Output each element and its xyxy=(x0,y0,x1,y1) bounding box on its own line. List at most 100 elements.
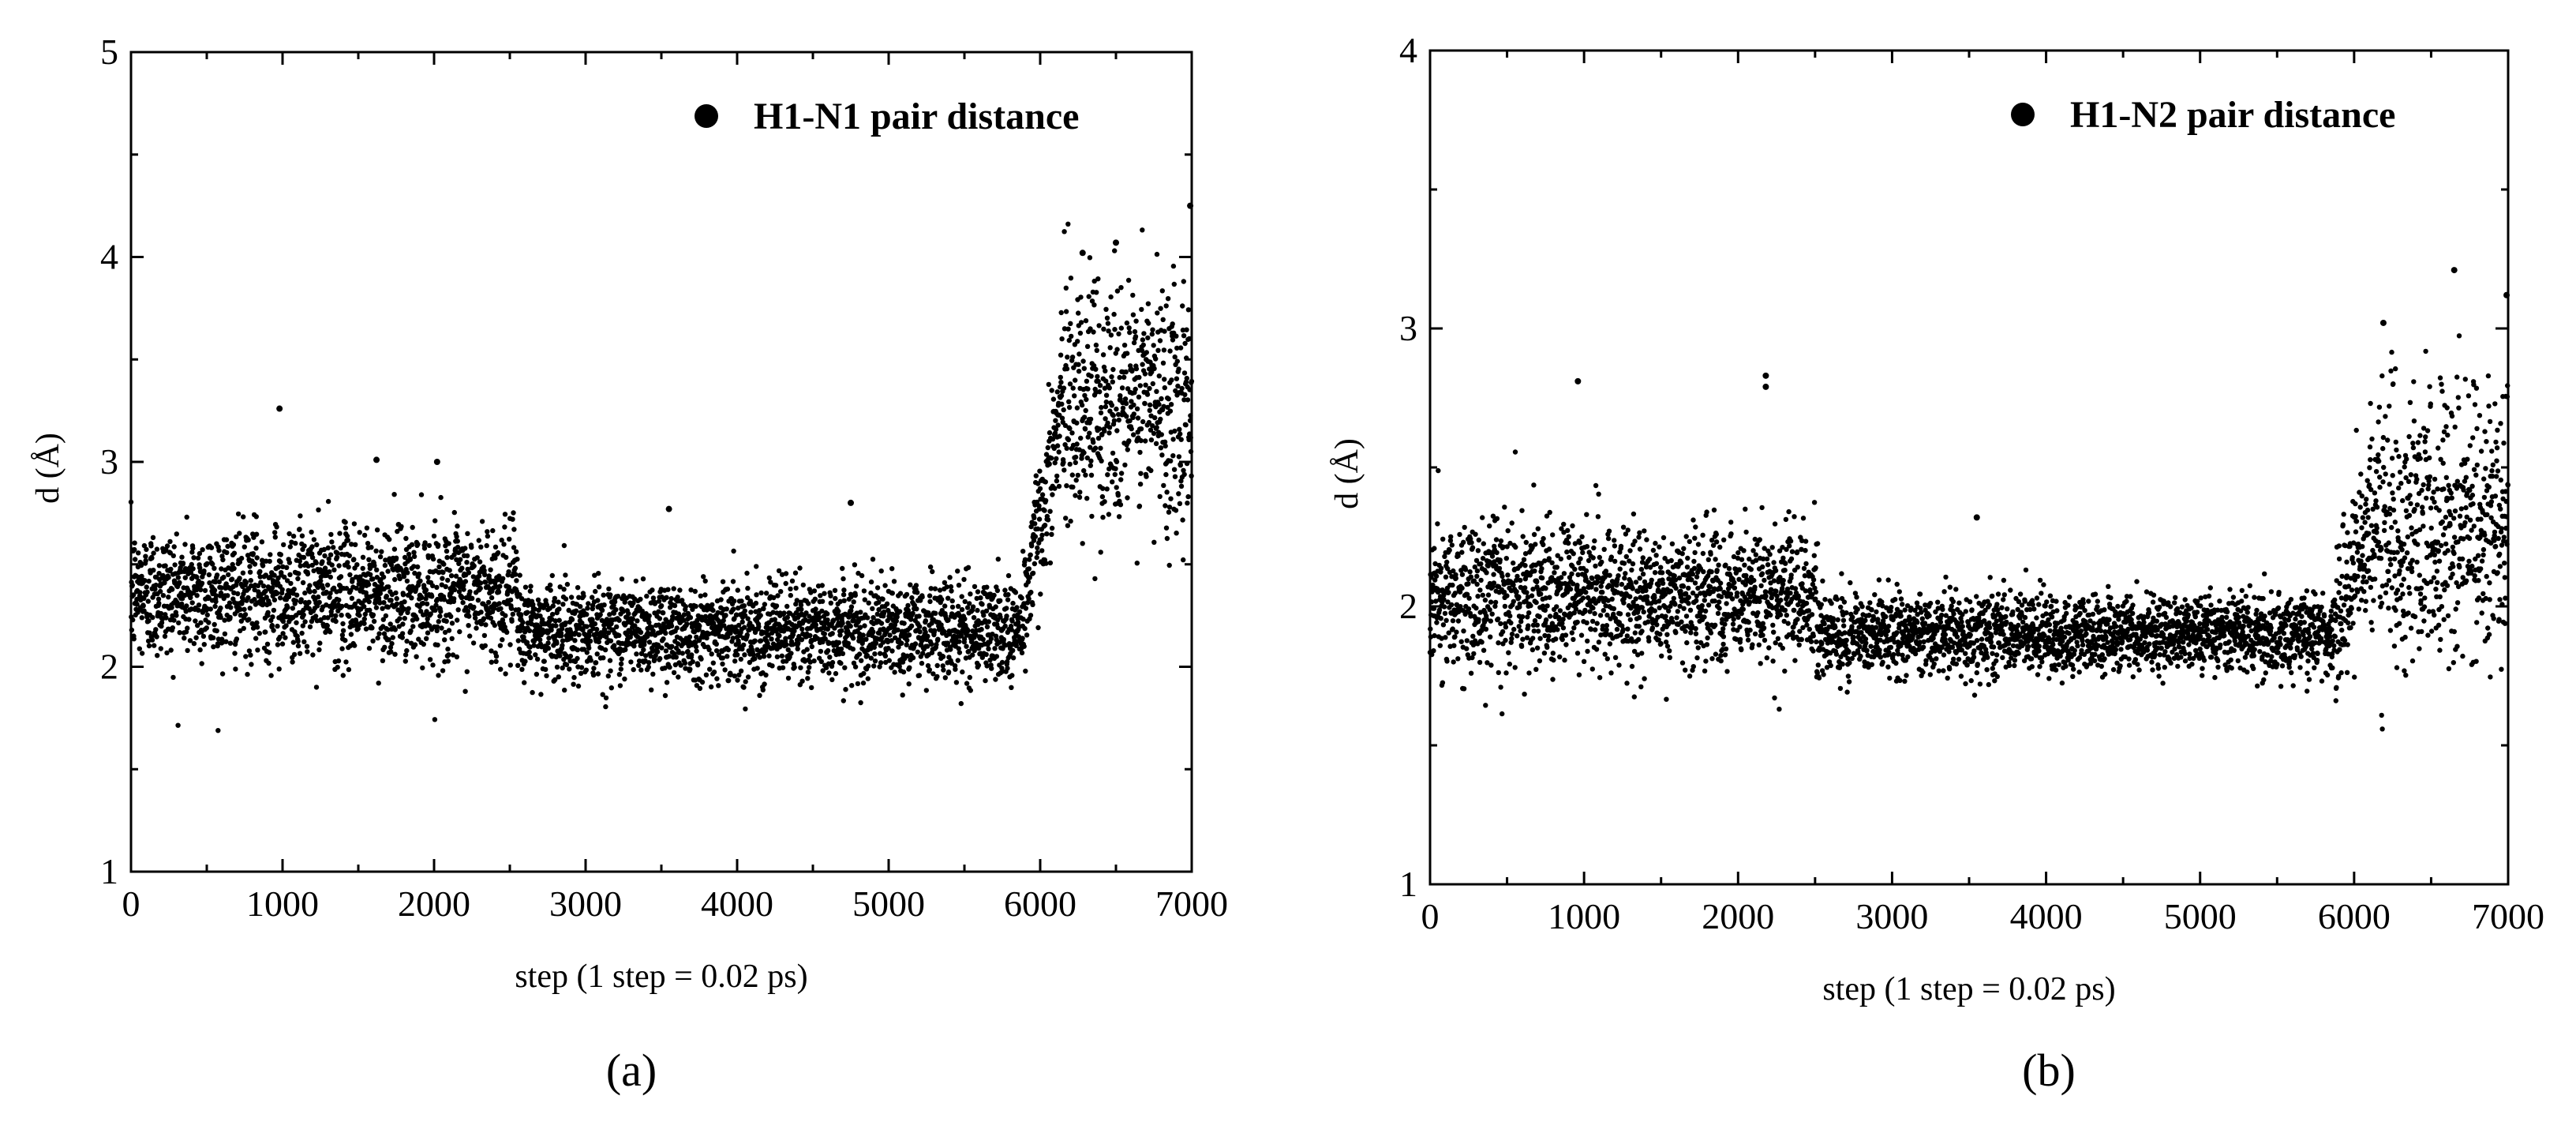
data-point xyxy=(718,597,724,602)
data-point xyxy=(1462,567,1469,572)
data-point xyxy=(175,575,182,580)
data-point xyxy=(549,611,556,617)
data-point xyxy=(1110,479,1115,485)
data-point xyxy=(385,604,391,610)
data-point xyxy=(333,618,339,625)
data-point xyxy=(187,638,193,643)
data-point xyxy=(623,647,628,652)
data-point xyxy=(477,559,483,565)
data-point xyxy=(1073,460,1079,466)
data-point xyxy=(1039,492,1046,497)
data-point xyxy=(851,660,857,666)
data-point xyxy=(432,717,438,722)
data-point xyxy=(870,606,875,612)
data-point xyxy=(1530,636,1536,641)
data-point xyxy=(840,651,846,656)
data-point xyxy=(916,673,923,678)
data-point xyxy=(298,563,303,568)
data-point xyxy=(1099,432,1105,437)
data-point xyxy=(1122,462,1128,468)
data-point xyxy=(383,613,389,619)
data-point xyxy=(1158,445,1164,451)
data-point xyxy=(1066,404,1073,411)
data-point xyxy=(614,624,620,630)
data-point xyxy=(1035,545,1040,551)
data-point xyxy=(571,681,576,687)
data-point xyxy=(1172,354,1178,360)
data-point xyxy=(363,626,369,632)
data-point xyxy=(512,565,519,571)
data-point xyxy=(1064,366,1070,372)
data-point xyxy=(254,555,260,561)
data-point xyxy=(324,589,329,595)
panel-label: (a) xyxy=(606,1045,657,1096)
data-point xyxy=(1032,534,1039,539)
data-point xyxy=(379,549,384,554)
data-point xyxy=(1132,328,1138,335)
data-point xyxy=(279,641,286,647)
data-point xyxy=(1114,459,1120,464)
data-point xyxy=(975,607,980,613)
data-point xyxy=(1058,380,1064,385)
data-point xyxy=(1098,410,1104,416)
data-point xyxy=(269,585,275,591)
data-point xyxy=(653,653,658,658)
data-point xyxy=(811,588,818,594)
data-point xyxy=(275,623,280,629)
data-point xyxy=(316,647,322,653)
data-point xyxy=(697,623,702,628)
data-point xyxy=(798,602,804,608)
data-point xyxy=(736,606,741,611)
data-point xyxy=(354,585,359,591)
data-point xyxy=(1462,524,1467,531)
data-point xyxy=(878,568,884,574)
data-point xyxy=(809,685,814,691)
data-point xyxy=(1101,364,1107,370)
data-point xyxy=(1094,347,1100,353)
data-point xyxy=(1103,392,1110,398)
data-point xyxy=(575,683,582,689)
data-point xyxy=(339,646,345,651)
data-point xyxy=(1061,326,1068,332)
data-point xyxy=(461,587,466,592)
data-point xyxy=(434,624,440,630)
data-point xyxy=(1115,493,1121,498)
data-point xyxy=(155,596,162,602)
data-point xyxy=(252,597,257,602)
data-point xyxy=(872,651,878,657)
data-point xyxy=(1104,315,1110,321)
data-point xyxy=(293,598,299,604)
data-point xyxy=(923,688,930,693)
data-point xyxy=(575,647,580,653)
y-axis-label: d (Å) xyxy=(30,433,66,504)
data-point xyxy=(242,544,247,550)
data-point xyxy=(1466,595,1472,601)
data-point xyxy=(1038,591,1043,597)
data-point xyxy=(1544,644,1550,650)
data-point xyxy=(1089,513,1095,520)
data-point xyxy=(1470,545,1476,550)
data-point xyxy=(1140,342,1147,348)
data-point xyxy=(1522,563,1528,568)
data-point xyxy=(599,607,605,613)
data-point xyxy=(1159,432,1165,437)
data-point xyxy=(345,560,350,565)
data-point xyxy=(1010,647,1016,653)
data-point xyxy=(1524,590,1530,595)
data-point xyxy=(605,673,611,679)
data-point xyxy=(1093,342,1099,348)
data-point xyxy=(287,544,293,550)
data-point xyxy=(1537,636,1543,641)
data-point xyxy=(324,572,330,578)
data-point xyxy=(248,578,253,583)
data-point xyxy=(1437,643,1443,648)
data-point xyxy=(1030,602,1035,607)
data-point xyxy=(1556,617,1562,622)
data-point xyxy=(915,590,920,595)
data-point xyxy=(1120,405,1126,411)
data-point xyxy=(1496,565,1503,572)
data-point xyxy=(978,595,983,601)
data-point xyxy=(485,533,491,539)
data-point xyxy=(220,557,226,563)
data-point xyxy=(1506,650,1511,655)
